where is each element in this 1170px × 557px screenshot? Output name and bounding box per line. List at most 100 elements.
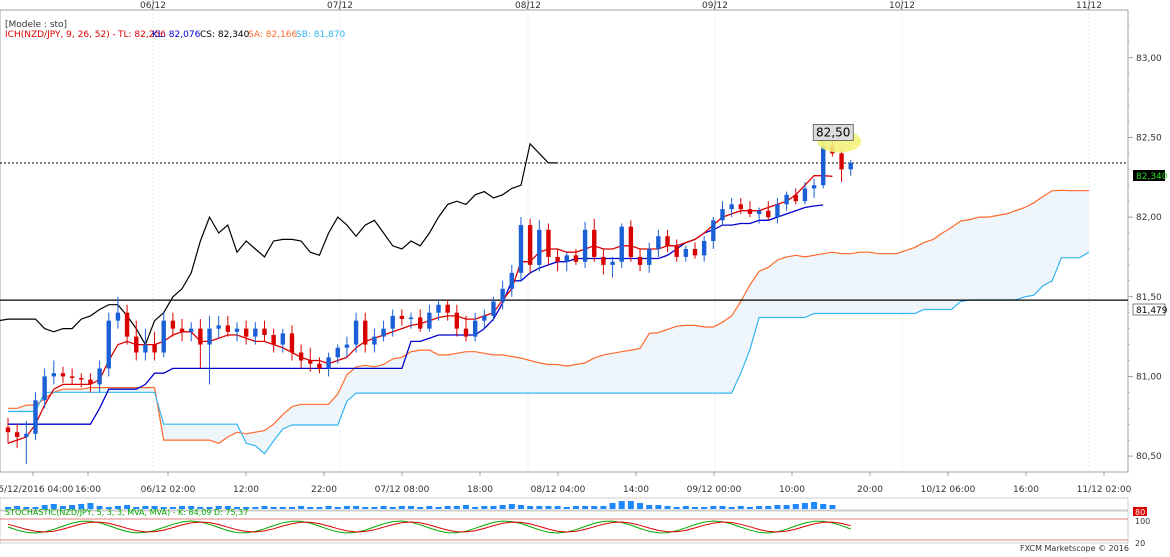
candle-body xyxy=(69,376,75,379)
candle-body xyxy=(152,344,157,353)
candle xyxy=(619,223,624,269)
volume-bar xyxy=(50,504,57,509)
candle-body xyxy=(225,325,231,332)
candle-body xyxy=(683,248,689,257)
candle xyxy=(637,248,643,272)
candle xyxy=(253,322,258,345)
candle-body xyxy=(234,328,240,332)
candle xyxy=(97,360,102,393)
candle-body xyxy=(243,328,249,337)
candle xyxy=(363,312,368,353)
volume-bar xyxy=(298,506,305,509)
volume-bar xyxy=(792,504,799,509)
footer-credit: FXCM Marketscope © 2016 xyxy=(1020,544,1129,553)
candle-body xyxy=(619,226,624,262)
candle-body xyxy=(207,328,212,345)
volume-bar xyxy=(655,505,662,509)
candle-body xyxy=(216,325,221,329)
senkou-a-value: SA: 82,166 xyxy=(248,30,298,40)
candle xyxy=(738,197,743,214)
candle-body xyxy=(747,209,753,214)
candle xyxy=(189,322,194,342)
candle-body xyxy=(711,220,716,241)
price-axis-label: 82,50 xyxy=(1136,133,1162,143)
candle xyxy=(711,217,716,249)
candle xyxy=(463,315,469,342)
stoch-level-80-tag xyxy=(1133,507,1147,516)
volume-bar xyxy=(536,506,543,509)
volume-bar xyxy=(481,506,488,509)
senkou-span-b xyxy=(8,251,1090,455)
volume-bar xyxy=(444,506,451,509)
volume-bar xyxy=(572,506,579,509)
candle-body xyxy=(601,256,606,265)
candle xyxy=(564,252,569,272)
volume-bar xyxy=(692,507,698,509)
bottom-time-label: 16:00 xyxy=(75,485,101,495)
stoch-level-20: 20 xyxy=(1135,539,1145,548)
volume-bar xyxy=(96,506,103,509)
bottom-time-label: 05/12/2016 04:00 xyxy=(0,485,74,495)
volume-panel xyxy=(0,497,1129,511)
candle xyxy=(747,201,753,218)
candle xyxy=(317,357,322,374)
volume-bar xyxy=(673,507,680,509)
candle-body xyxy=(527,225,533,265)
volume-bar xyxy=(234,507,240,509)
candle-body xyxy=(637,256,643,265)
candle xyxy=(811,178,817,198)
candle xyxy=(79,373,84,388)
volume-bar xyxy=(408,506,415,509)
candle-body xyxy=(289,333,295,353)
bottom-time-label: 09/12 00:00 xyxy=(687,485,742,495)
candle xyxy=(729,197,734,218)
volume-bar xyxy=(380,506,387,509)
candle-body xyxy=(198,328,203,345)
price-axis-label: 80,50 xyxy=(1136,452,1162,462)
candle-body xyxy=(262,328,267,335)
volume-bar xyxy=(765,506,772,509)
volume-bar xyxy=(14,506,21,509)
volume-bar xyxy=(783,505,790,509)
volume-bar xyxy=(142,506,149,509)
candle-body xyxy=(14,432,20,437)
chikou-value: CS: 82,340 xyxy=(200,30,250,40)
candle xyxy=(69,368,75,385)
candle xyxy=(399,309,405,326)
candle xyxy=(115,296,121,329)
candle xyxy=(106,312,111,377)
candle xyxy=(509,264,514,297)
candle-body xyxy=(353,320,359,345)
candle xyxy=(582,221,588,269)
volume-bar xyxy=(78,504,85,509)
bottom-time-label: 07/12 08:00 xyxy=(375,485,430,495)
volume-bar xyxy=(811,502,818,509)
candle-body xyxy=(42,376,47,401)
candle xyxy=(280,328,285,353)
candle xyxy=(491,296,496,321)
candle xyxy=(51,360,56,385)
volume-bar xyxy=(179,506,186,509)
current-price-label: 82,340 xyxy=(1136,172,1168,182)
axes: 06/12 07/12 08/12 09/12 10/12 11/1205/12/2016… xyxy=(0,0,1162,495)
volume-bar xyxy=(343,506,350,509)
candle-body xyxy=(564,255,569,262)
candle-body xyxy=(33,400,38,434)
candle-body xyxy=(454,312,460,329)
candle-body xyxy=(848,162,853,170)
candle xyxy=(454,304,460,337)
volume-bar xyxy=(472,507,479,509)
volume-bar xyxy=(499,505,506,509)
candle xyxy=(793,188,798,205)
volume-bar xyxy=(69,505,76,509)
candle-body xyxy=(555,256,560,262)
candle-body xyxy=(5,427,11,433)
candle-body xyxy=(592,229,597,257)
bottom-time-label: 16:00 xyxy=(1013,485,1039,495)
volume-bar xyxy=(23,507,30,509)
chikou-span-line xyxy=(0,142,558,346)
candle-body xyxy=(418,317,423,329)
price-axis-label: 81,00 xyxy=(1136,372,1162,382)
volume-bar xyxy=(820,504,827,509)
